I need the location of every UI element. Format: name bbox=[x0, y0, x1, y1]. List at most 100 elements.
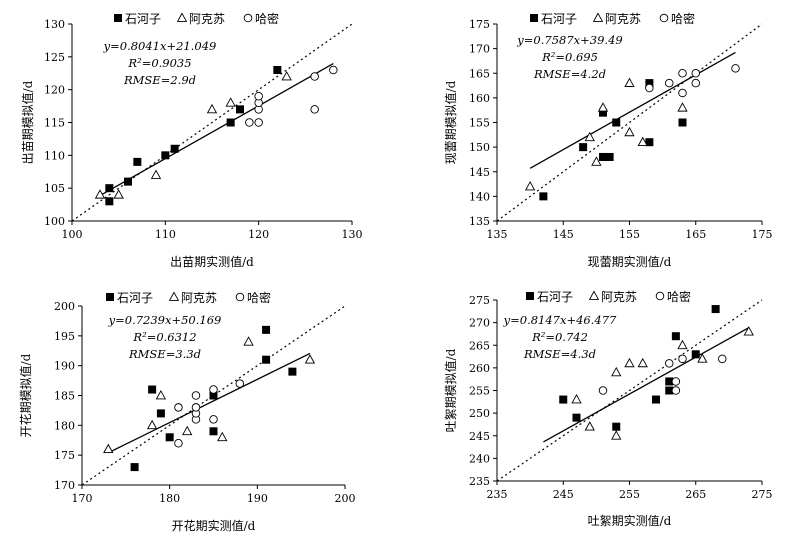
data-point bbox=[591, 156, 602, 166]
data-point bbox=[103, 443, 114, 454]
data-point bbox=[174, 438, 183, 448]
data-point bbox=[206, 103, 218, 114]
data-point bbox=[678, 354, 687, 364]
legend-marker bbox=[655, 291, 665, 301]
y-tick-label: 265 bbox=[469, 339, 490, 352]
data-point bbox=[236, 105, 244, 114]
data-point bbox=[161, 151, 170, 160]
x-tick-label: 255 bbox=[619, 488, 640, 501]
y-tick-label: 170 bbox=[469, 43, 490, 56]
r-squared: R²=0.695 bbox=[541, 50, 598, 64]
y-tick-label: 120 bbox=[44, 84, 65, 97]
x-tick-label: 145 bbox=[553, 228, 574, 241]
y-tick-label: 100 bbox=[44, 215, 65, 228]
data-point bbox=[243, 336, 254, 346]
x-tick-label: 100 bbox=[62, 228, 83, 241]
data-point bbox=[288, 367, 297, 376]
x-tick-label: 265 bbox=[685, 488, 706, 501]
data-point bbox=[611, 430, 622, 440]
data-point bbox=[539, 192, 548, 201]
data-point bbox=[304, 354, 316, 364]
data-point bbox=[665, 78, 674, 88]
legend-marker bbox=[243, 13, 253, 23]
data-point bbox=[148, 385, 157, 394]
data-point bbox=[579, 143, 588, 152]
data-point bbox=[691, 350, 700, 359]
y-tick-label: 135 bbox=[469, 215, 490, 228]
y-tick-label: 160 bbox=[469, 92, 490, 105]
data-point bbox=[209, 427, 218, 436]
y-tick-label: 145 bbox=[469, 166, 490, 179]
data-point bbox=[182, 425, 193, 436]
x-tick-label: 175 bbox=[752, 228, 773, 241]
data-point bbox=[584, 421, 595, 431]
legend-label: 哈密 bbox=[671, 11, 695, 26]
legend-label: 阿克苏 bbox=[601, 290, 637, 304]
y-axis-label: 出苗期模拟值/d bbox=[20, 80, 35, 164]
data-point bbox=[665, 386, 674, 395]
x-tick-label: 245 bbox=[553, 488, 574, 501]
x-tick-label: 130 bbox=[342, 228, 363, 241]
data-point bbox=[671, 377, 681, 386]
data-point bbox=[226, 118, 235, 127]
rmse: RMSE=2.9d bbox=[123, 73, 196, 87]
data-point bbox=[743, 326, 754, 336]
data-point bbox=[217, 431, 228, 442]
data-point bbox=[584, 131, 595, 142]
data-point bbox=[262, 325, 271, 334]
x-tick-label: 275 bbox=[752, 488, 773, 501]
y-tick-label: 125 bbox=[44, 51, 65, 64]
y-tick-label: 240 bbox=[469, 452, 490, 465]
data-point bbox=[124, 177, 132, 186]
y-tick-label: 185 bbox=[54, 390, 75, 403]
legend-marker bbox=[588, 290, 600, 300]
y-tick-label: 190 bbox=[54, 360, 75, 373]
legend: 石河子 阿克苏 哈密 bbox=[114, 11, 279, 26]
data-point bbox=[105, 184, 114, 193]
x-tick-label: 180 bbox=[159, 492, 180, 505]
data-point bbox=[262, 355, 271, 364]
data-point bbox=[665, 377, 674, 386]
regression-equation: y=0.7587x+39.49 bbox=[516, 33, 622, 47]
y-tick-label: 195 bbox=[54, 330, 75, 343]
y-tick-label: 105 bbox=[44, 182, 65, 195]
data-point bbox=[170, 144, 179, 153]
y-tick-label: 180 bbox=[54, 419, 75, 432]
legend-label: 哈密 bbox=[667, 289, 691, 304]
y-tick-label: 115 bbox=[44, 117, 65, 130]
data-point bbox=[310, 72, 319, 81]
data-point bbox=[155, 389, 167, 400]
y-tick-label: 260 bbox=[469, 362, 490, 375]
data-point bbox=[156, 409, 165, 418]
legend-marker bbox=[530, 14, 538, 22]
data-point bbox=[225, 97, 236, 107]
y-tick-label: 175 bbox=[54, 449, 75, 462]
legend-marker bbox=[235, 292, 245, 302]
x-axis-label: 出苗期实测值/d bbox=[170, 254, 254, 269]
legend-marker bbox=[176, 12, 188, 22]
legend-marker bbox=[114, 14, 122, 22]
x-tick-label: 135 bbox=[487, 228, 508, 241]
y-tick-label: 130 bbox=[44, 18, 65, 31]
data-point bbox=[678, 68, 687, 78]
rmse: RMSE=3.3d bbox=[128, 347, 201, 361]
y-tick-label: 245 bbox=[469, 430, 490, 443]
data-point bbox=[697, 353, 708, 363]
data-point bbox=[174, 403, 183, 412]
regression-equation: y=0.8041x+21.049 bbox=[103, 39, 217, 53]
chart-panel-1: 100 110 120 130 100 105 110 115 120 125 130 出苗期实测值/… bbox=[20, 11, 363, 269]
data-point bbox=[624, 126, 635, 137]
x-axis-label: 开花期实测值/d bbox=[172, 518, 256, 533]
y-tick-label: 170 bbox=[54, 479, 75, 492]
data-point bbox=[310, 105, 319, 114]
one-to-one-line bbox=[496, 23, 763, 222]
data-point bbox=[235, 379, 245, 388]
data-point bbox=[559, 395, 568, 404]
y-tick-label: 270 bbox=[469, 317, 490, 330]
data-point bbox=[105, 197, 114, 206]
legend-label: 哈密 bbox=[255, 11, 279, 26]
data-point bbox=[645, 138, 654, 147]
data-point bbox=[691, 78, 701, 88]
data-point bbox=[133, 157, 142, 166]
